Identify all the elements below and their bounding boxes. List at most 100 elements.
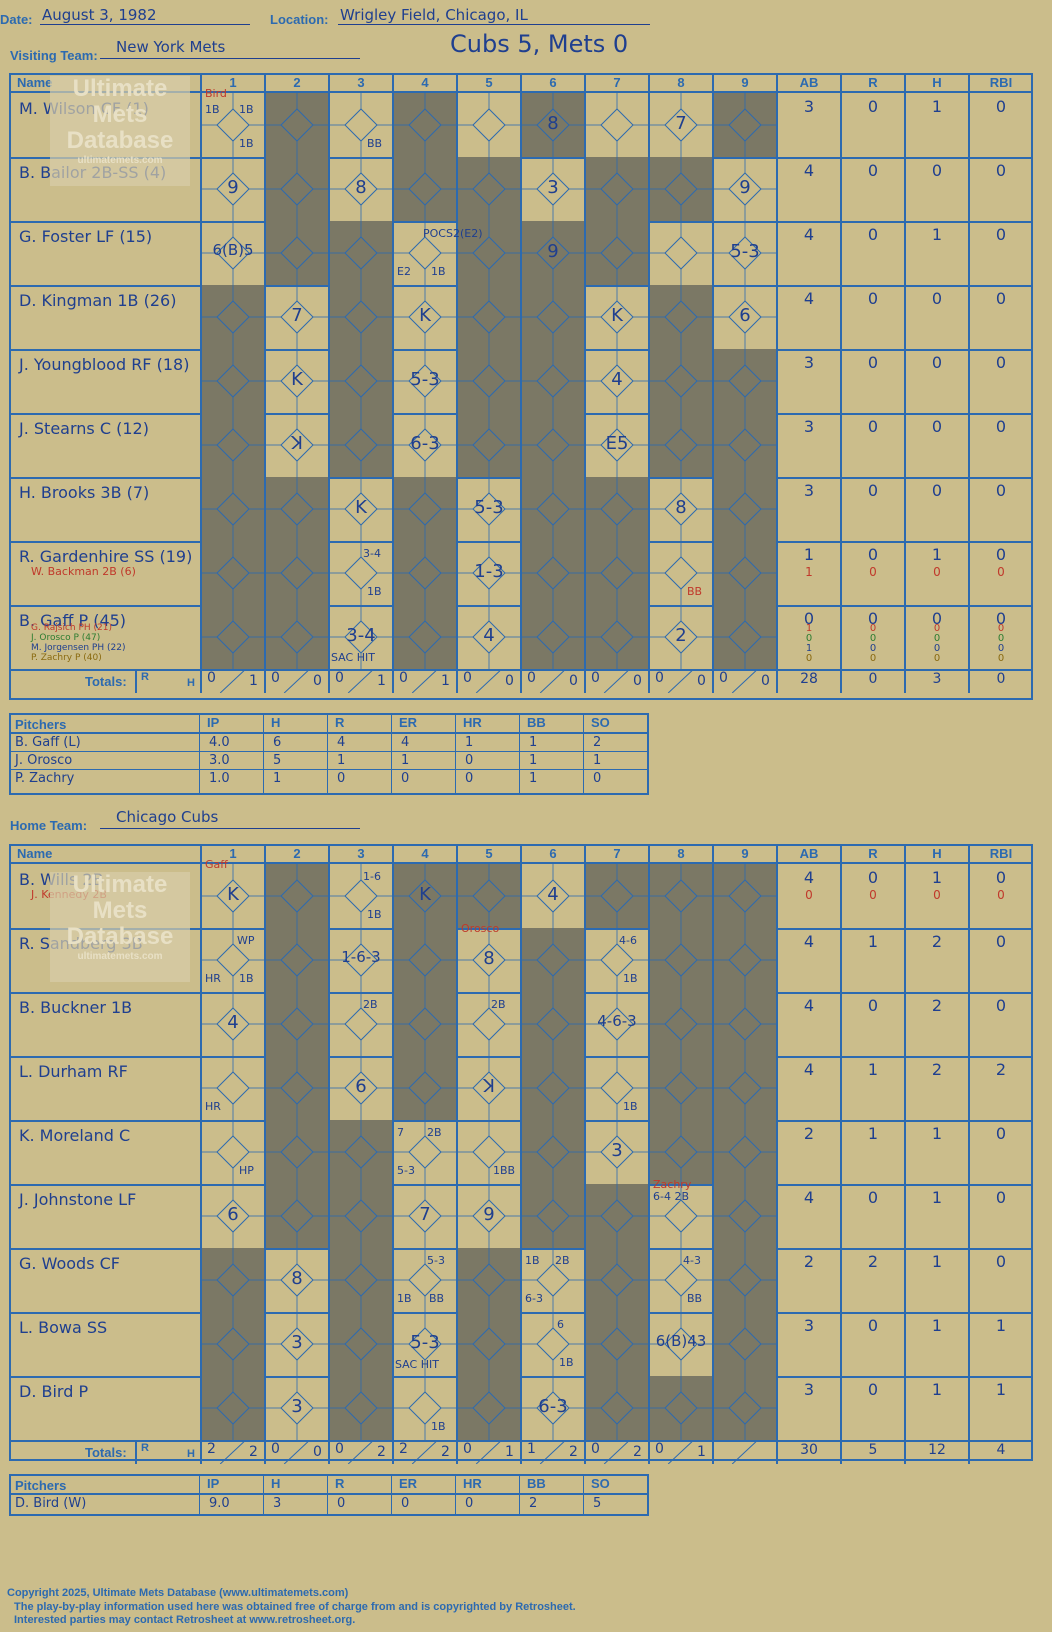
visitors-pitching-table: Pitchers IP H R ER HR BB SO B. Gaff (L) 4.0 6 4 4 1 1 2…: [9, 713, 649, 795]
play-result: 4: [227, 1012, 239, 1033]
inning-runs-total: 0: [271, 1441, 280, 1457]
team-total-h: 12: [928, 1442, 946, 1458]
pitching-col-ip: IP: [207, 715, 220, 730]
pitcher-stat: 1: [273, 771, 282, 786]
column-divider: [584, 75, 586, 693]
home-team-label: Home Team:: [10, 818, 88, 833]
diamond-icon: [713, 1376, 777, 1440]
name-column-header: Name: [17, 846, 53, 861]
diamond-icon: [329, 1120, 393, 1184]
pitcher-stat: 6: [273, 735, 282, 750]
play-annotation: 1-6: [363, 870, 381, 883]
diamond-icon: [521, 1184, 585, 1248]
pitching-col-divider: [583, 1476, 584, 1514]
column-divider: [200, 75, 202, 693]
home-team-name: Chicago Cubs: [116, 808, 219, 826]
batter-stat-ab: 3: [803, 417, 815, 436]
inning-runs-total: 2: [207, 1441, 216, 1457]
totals-divider: [135, 669, 137, 693]
play-result: ꓘ: [291, 433, 303, 454]
batter-stat-rbi: 0: [995, 97, 1007, 116]
diamond-icon: [329, 541, 393, 605]
batter-stat-r: 0: [867, 417, 879, 436]
diamond-icon: [713, 157, 777, 221]
stat-header-h: H: [932, 846, 942, 861]
diamond-icon: [201, 285, 265, 349]
diamond-icon: [265, 1376, 329, 1440]
inning-header-6: 6: [549, 846, 557, 861]
diamond-icon: [585, 349, 649, 413]
diamond-icon: [457, 992, 521, 1056]
batter-stat-h: 1: [931, 868, 943, 887]
batter-name: J. Johnstone LF: [19, 1190, 137, 1209]
totals-slash-icon: [667, 669, 695, 693]
play-annotation: BB: [687, 585, 703, 598]
diamond-icon: [393, 1312, 457, 1376]
column-divider: [968, 846, 970, 1464]
batter-stat-h: 1: [931, 1316, 943, 1335]
pitching-col-h: H: [271, 715, 281, 730]
column-divider: [328, 75, 330, 693]
team-total-r: 0: [868, 671, 878, 687]
diamond-icon: [521, 93, 585, 157]
diamond-icon: [457, 349, 521, 413]
diamond-icon: [713, 221, 777, 285]
diamond-icon: [393, 1120, 457, 1184]
diamond-icon: [521, 1312, 585, 1376]
diamond-icon: [329, 928, 393, 992]
diamond-icon: [265, 605, 329, 669]
diamond-icon: [457, 605, 521, 669]
play-result: 5-3: [410, 369, 440, 390]
batter-stat-h: 2: [931, 996, 943, 1015]
diamond-icon: [457, 413, 521, 477]
batter-name: L. Durham RF: [19, 1062, 128, 1081]
pitching-col-h: H: [271, 1476, 281, 1491]
column-divider: [328, 846, 330, 1464]
team-total-ab: 30: [800, 1442, 818, 1458]
pitcher-stat: 0: [465, 1496, 474, 1511]
substitute-name: G. Rajsich PH (21): [31, 623, 112, 633]
column-divider: [776, 846, 778, 1464]
play-annotation: 1B: [239, 972, 254, 985]
batter-stat-h: 0: [931, 289, 943, 308]
column-divider: [712, 846, 714, 1464]
play-result: 8: [483, 948, 495, 969]
play-result: 6: [739, 305, 751, 326]
pitching-col-ip: IP: [207, 1476, 220, 1491]
inning-hits-total: 0: [313, 673, 322, 689]
play-result: 5-3: [474, 497, 504, 518]
team-total-rbi: 4: [996, 1442, 1006, 1458]
team-total-r: 5: [868, 1442, 878, 1458]
play-result: 6-3: [410, 433, 440, 454]
batter-stat-ab: 2: [803, 1252, 815, 1271]
batter-stat-ab: 4: [803, 996, 815, 1015]
diamond-icon: [265, 1184, 329, 1248]
diamond-icon: [649, 928, 713, 992]
play-result: K: [419, 884, 431, 905]
batter-stat-r: 0: [867, 609, 879, 628]
diamond-icon: [649, 1056, 713, 1120]
substitute-stat-ab: 0: [805, 653, 813, 664]
play-annotation: 1B: [623, 1100, 638, 1113]
batter-stat-rbi: 2: [995, 1060, 1007, 1079]
diamond-icon: [649, 992, 713, 1056]
inning-hits-total: 2: [377, 1444, 386, 1460]
batter-stat-rbi: 1: [995, 1316, 1007, 1335]
play-annotation: 1B: [559, 1356, 574, 1369]
batter-stat-rbi: 0: [995, 545, 1007, 564]
diamond-icon: [713, 93, 777, 157]
totals-runs-label: R: [141, 671, 149, 683]
play-result: 6-3: [538, 1396, 568, 1417]
pitcher-stat: 4: [401, 735, 410, 750]
substitute-stat-h: 0: [933, 623, 941, 634]
inning-runs-total: 0: [207, 670, 216, 686]
batter-name: B. Gaff P (45): [19, 611, 127, 630]
name-column-header: Name: [17, 75, 53, 90]
column-divider: [904, 75, 906, 693]
diamond-icon: [585, 1120, 649, 1184]
diamond-icon: [521, 413, 585, 477]
diamond-icon: [713, 1248, 777, 1312]
diamond-icon: [393, 992, 457, 1056]
batter-stat-r: 1: [867, 1060, 879, 1079]
